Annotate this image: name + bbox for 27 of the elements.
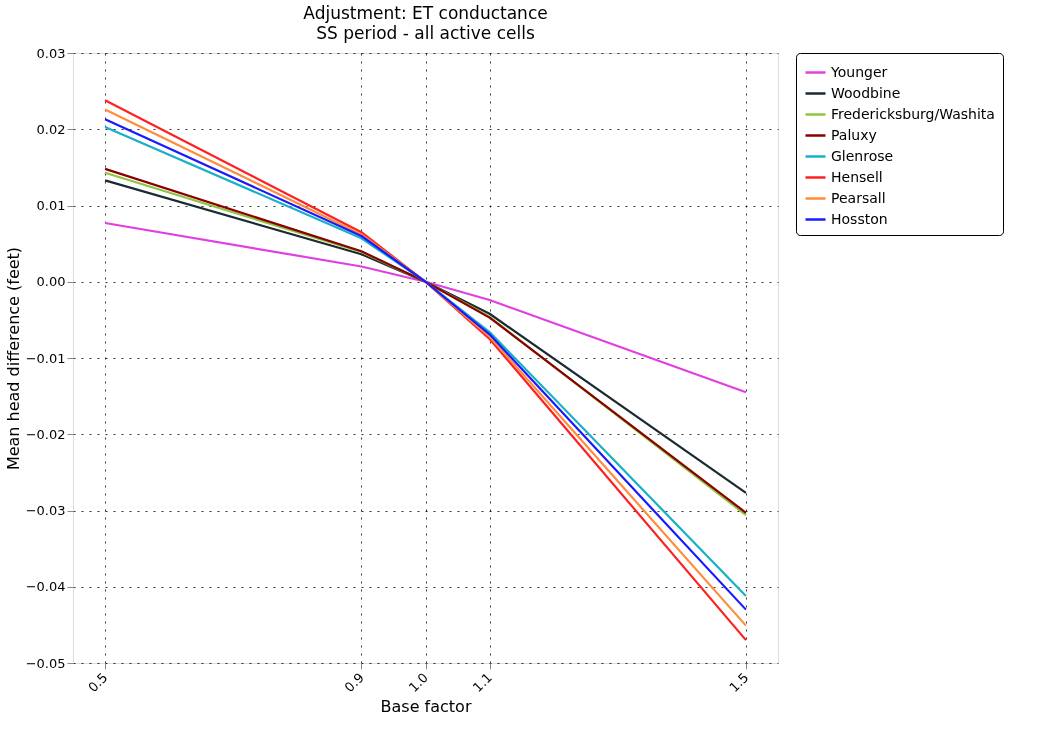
y-axis-title: Mean head difference (feet) <box>3 246 23 471</box>
y-tick-label: −0.01 <box>25 350 66 366</box>
legend-label: Paluxy <box>831 126 877 143</box>
legend-label: Glenrose <box>831 147 894 164</box>
y-tick-label: −0.03 <box>25 503 66 518</box>
chart-subtitle: SS period - all active cells <box>316 23 535 43</box>
legend-label: Pearsall <box>831 189 886 206</box>
y-tick-label: −0.04 <box>25 579 66 595</box>
y-tick-label: −0.05 <box>25 655 66 671</box>
x-tick-label: 1.5 <box>726 669 752 696</box>
legend-label: Woodbine <box>831 84 901 101</box>
legend-label: Younger <box>830 63 888 80</box>
y-tick-label: 0.01 <box>36 198 66 213</box>
legend-label: Hensell <box>831 168 883 185</box>
y-tick-label: 0.03 <box>36 45 66 61</box>
y-tick-label: 0.02 <box>36 121 66 137</box>
x-tick-label: 0.9 <box>341 669 367 696</box>
x-axis-title: Base factor <box>380 697 472 717</box>
line-series <box>103 221 748 394</box>
x-tick-label: 1.0 <box>405 669 431 696</box>
x-tick-label: 0.5 <box>85 669 111 696</box>
chart-title: Adjustment: ET conductance <box>303 3 548 23</box>
y-tick-label: 0.00 <box>36 274 66 290</box>
x-tick-label: 1.1 <box>469 669 496 696</box>
y-tick-label: −0.02 <box>25 426 66 442</box>
legend-label: Hosston <box>831 210 888 227</box>
legend-label: Fredericksburg/Washita <box>831 105 995 122</box>
